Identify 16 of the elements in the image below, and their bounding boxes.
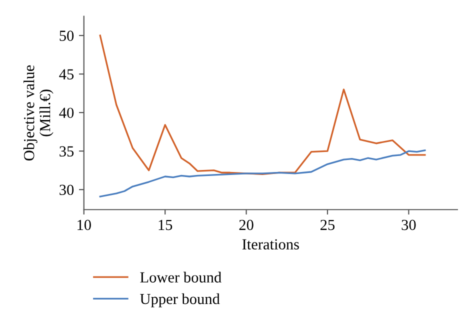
line-series bbox=[99, 34, 426, 176]
x-tick-label: 25 bbox=[320, 220, 335, 230]
y-tick-label: 45 bbox=[59, 69, 74, 80]
legend-label: Lower bound bbox=[140, 272, 222, 283]
x-axis-title: Iterations bbox=[242, 239, 299, 250]
x-tick-label: 20 bbox=[239, 220, 254, 230]
y-tick-label: 50 bbox=[60, 30, 74, 41]
x-tick-label: 10 bbox=[78, 220, 91, 230]
y-tick-label: 40 bbox=[59, 108, 74, 118]
x-tick-label: 30 bbox=[402, 220, 416, 230]
line-series bbox=[99, 149, 426, 198]
x-tick-label: 15 bbox=[158, 220, 172, 230]
y-axis-title: Objective value (Mill.€) bbox=[24, 65, 54, 160]
y-tick-label: 35 bbox=[60, 146, 74, 157]
y-tick-label: 30 bbox=[60, 184, 74, 196]
legend-label: Upper bound bbox=[140, 293, 220, 308]
